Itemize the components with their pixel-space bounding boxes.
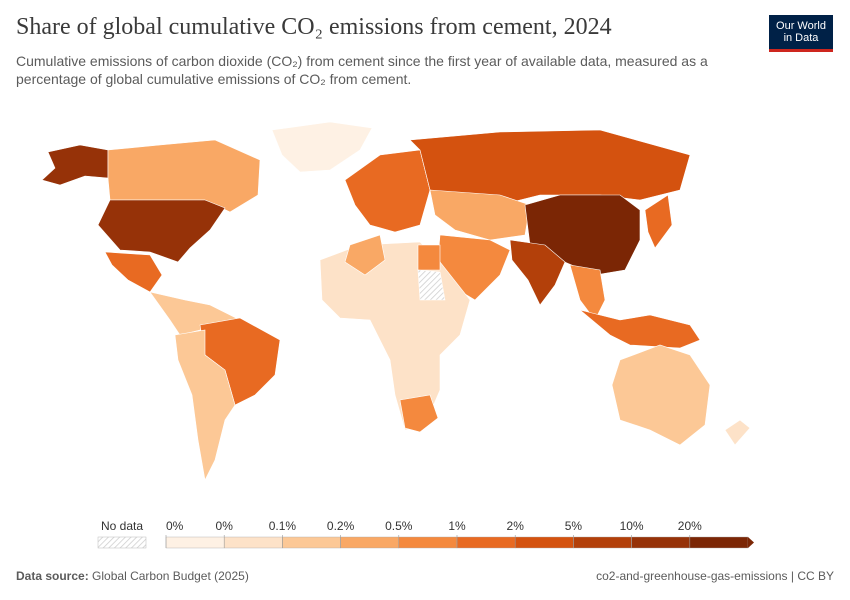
source-text[interactable]: Global Carbon Budget (2025) xyxy=(92,569,249,583)
country[interactable] xyxy=(41,144,109,186)
country[interactable] xyxy=(104,251,163,293)
legend-swatch xyxy=(340,536,400,549)
subtitle: Cumulative emissions of carbon dioxide (… xyxy=(16,53,708,87)
legend-label: 0.1% xyxy=(269,519,297,533)
country[interactable] xyxy=(344,234,386,276)
legend-swatch xyxy=(223,536,283,549)
legend-label: 2% xyxy=(507,519,525,533)
country[interactable] xyxy=(417,269,446,301)
legend-swatch xyxy=(165,536,225,549)
logo-line: in Data xyxy=(783,32,819,44)
legend-swatch xyxy=(573,536,632,549)
country[interactable] xyxy=(271,121,373,173)
legend-swatch xyxy=(398,536,458,549)
logo-line: Our World xyxy=(776,20,826,32)
country[interactable] xyxy=(174,329,236,481)
country[interactable] xyxy=(97,199,226,263)
legend-label: 10% xyxy=(620,519,644,533)
country[interactable] xyxy=(724,419,751,446)
country[interactable] xyxy=(579,309,701,349)
source-label: Data source: xyxy=(16,569,89,583)
source: Data source: Global Carbon Budget (2025) xyxy=(16,569,249,583)
legend-label: 0.2% xyxy=(327,519,355,533)
countries xyxy=(41,121,751,481)
country[interactable] xyxy=(344,149,431,233)
legend-label: 20% xyxy=(678,519,702,533)
footer-right[interactable]: co2-and-greenhouse-gas-emissions | CC BY xyxy=(596,569,834,583)
legend-swatch xyxy=(456,536,516,549)
country[interactable] xyxy=(509,239,566,306)
legend-no-data-swatch xyxy=(97,536,147,549)
country[interactable] xyxy=(417,244,441,271)
legend-label: 0.5% xyxy=(385,519,413,533)
country[interactable] xyxy=(107,139,261,213)
legend-label: 0% xyxy=(216,519,234,533)
legend-swatch xyxy=(515,536,574,549)
legend-swatch xyxy=(282,536,341,549)
legend-label: 5% xyxy=(565,519,583,533)
country[interactable] xyxy=(569,264,606,321)
legend-no-data-label: No data xyxy=(101,519,143,533)
logo[interactable]: Our World in Data xyxy=(769,15,833,52)
legend-swatch xyxy=(631,536,690,549)
legend-label: 1% xyxy=(448,519,466,533)
legend-label: 0% xyxy=(166,519,184,533)
country[interactable] xyxy=(429,189,531,241)
country[interactable] xyxy=(644,194,673,249)
title: Share of global cumulative CO₂ emissions… xyxy=(16,14,612,40)
legend-swatch xyxy=(689,536,749,549)
country[interactable] xyxy=(399,394,439,433)
country[interactable] xyxy=(611,344,711,446)
legend-arrow xyxy=(748,537,754,548)
